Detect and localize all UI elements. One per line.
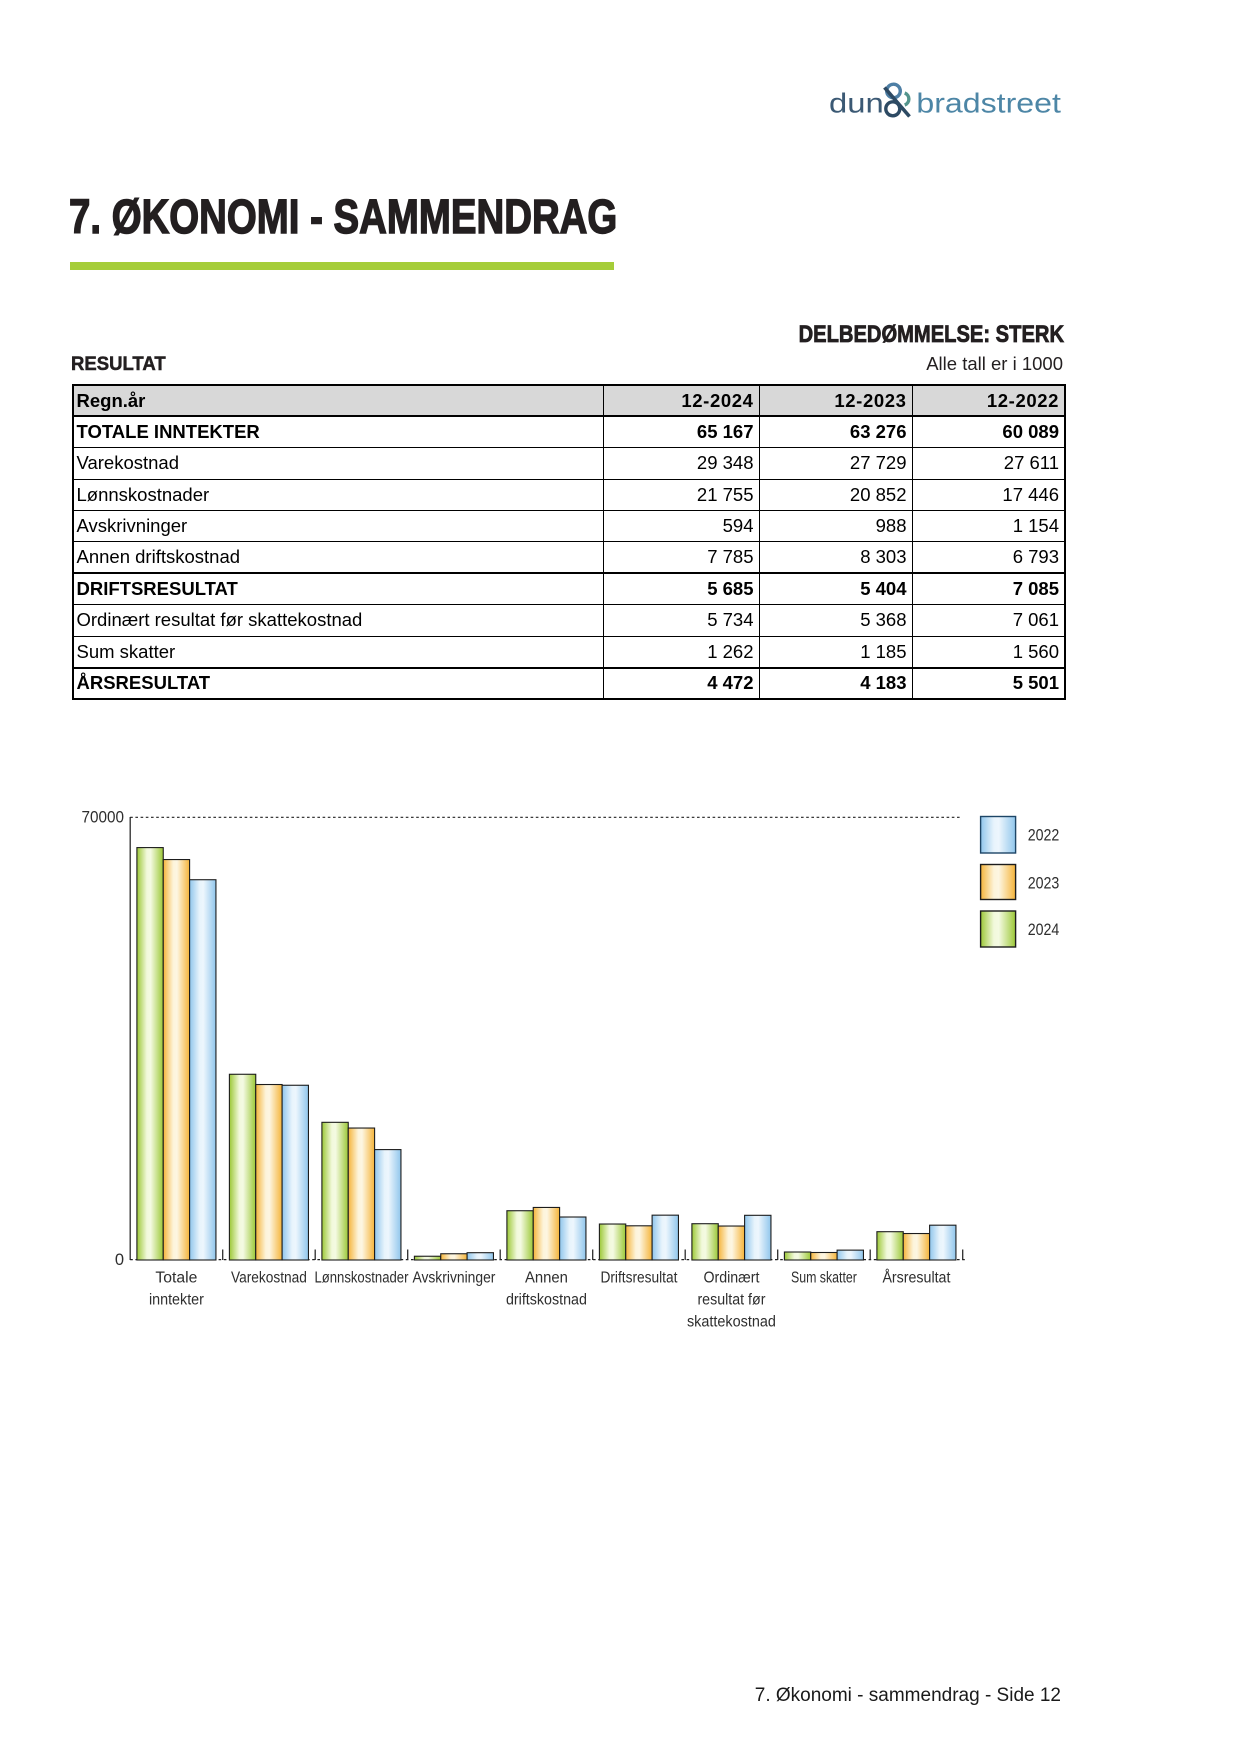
- svg-text:Driftsresultat: Driftsresultat: [600, 1270, 678, 1287]
- svg-text:driftskostnad: driftskostnad: [506, 1292, 587, 1309]
- svg-text:Årsresultat: Årsresultat: [882, 1270, 951, 1287]
- svg-text:Sum skatter: Sum skatter: [791, 1270, 857, 1287]
- svg-text:2022: 2022: [1028, 827, 1060, 845]
- svg-text:2023: 2023: [1028, 874, 1060, 892]
- svg-text:Totale: Totale: [155, 1270, 197, 1287]
- svg-text:70000: 70000: [82, 809, 125, 827]
- svg-text:bradstreet: bradstreet: [916, 88, 1061, 119]
- svg-text:skattekostnad: skattekostnad: [687, 1313, 776, 1330]
- svg-text:Avskrivninger: Avskrivninger: [412, 1270, 495, 1287]
- svg-text:Annen: Annen: [525, 1270, 568, 1287]
- svg-text:inntekter: inntekter: [149, 1292, 204, 1309]
- svg-text:0: 0: [115, 1251, 124, 1269]
- svg-text:resultat før: resultat før: [697, 1292, 765, 1309]
- svg-text:Varekostnad: Varekostnad: [231, 1270, 307, 1287]
- svg-text:Lønnskostnader: Lønnskostnader: [314, 1270, 408, 1287]
- svg-text:dun: dun: [829, 88, 884, 119]
- svg-text:2024: 2024: [1028, 921, 1060, 939]
- svg-text:Ordinært: Ordinært: [703, 1270, 760, 1287]
